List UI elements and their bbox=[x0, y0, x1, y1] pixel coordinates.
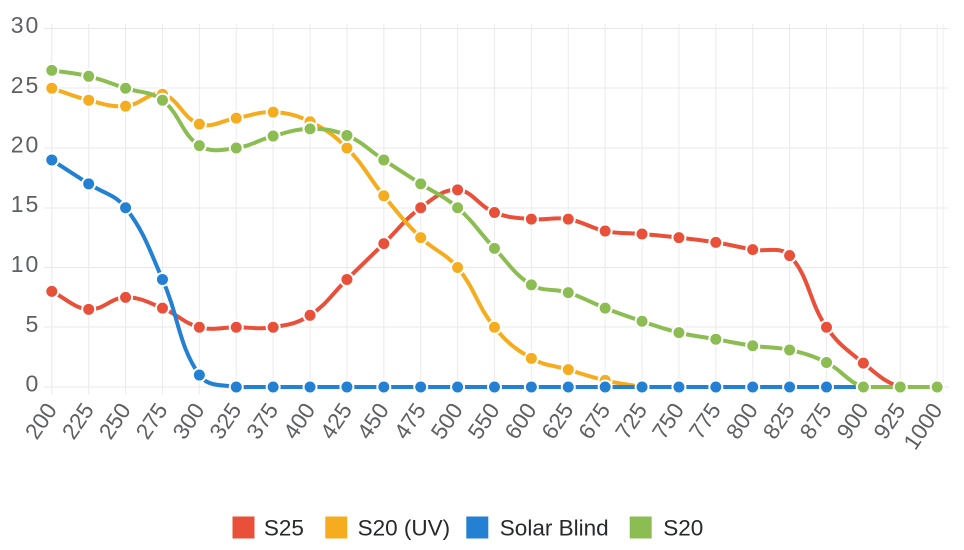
svg-text:S20: S20 bbox=[663, 515, 703, 540]
svg-text:Solar Blind: Solar Blind bbox=[500, 515, 609, 540]
svg-text:25: 25 bbox=[11, 72, 41, 98]
svg-text:S20 (UV): S20 (UV) bbox=[358, 515, 451, 540]
svg-text:S25: S25 bbox=[264, 515, 304, 540]
svg-text:20: 20 bbox=[11, 132, 41, 158]
svg-text:10: 10 bbox=[11, 251, 41, 277]
svg-text:5: 5 bbox=[26, 311, 41, 337]
svg-text:0: 0 bbox=[26, 371, 41, 397]
svg-text:30: 30 bbox=[11, 12, 41, 38]
svg-text:15: 15 bbox=[11, 191, 41, 217]
